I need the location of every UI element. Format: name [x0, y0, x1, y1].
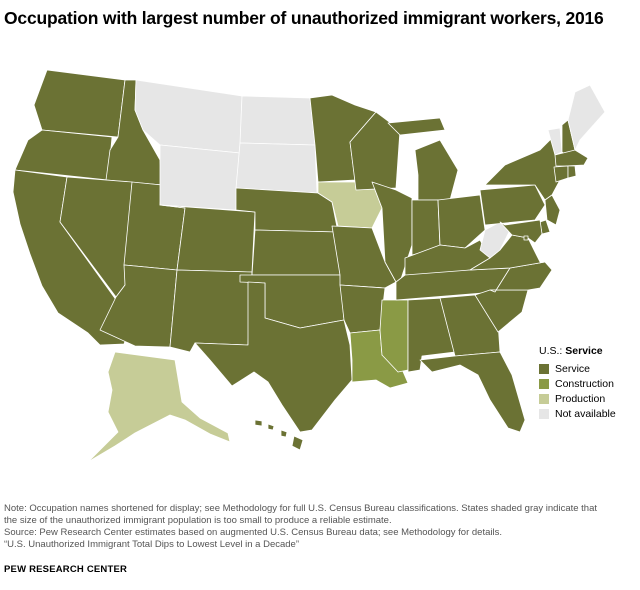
state-nm[interactable]: NM: Service [169, 269, 253, 353]
legend-swatch-not-available [539, 408, 549, 419]
state-md[interactable]: MD: Service [499, 219, 543, 244]
state-hi[interactable]: HI: Service [254, 419, 304, 451]
state-pa[interactable]: PA: Service [479, 184, 546, 226]
legend: U.S.: Service Service Construction Produ… [539, 345, 616, 421]
state-dc[interactable]: DC: Service [523, 235, 529, 241]
state-sc[interactable]: SC: Service [474, 289, 529, 333]
legend-item-service: Service [539, 361, 616, 376]
legend-label-service: Service [555, 362, 591, 375]
pew-credit: PEW RESEARCH CENTER [4, 564, 128, 575]
state-mt[interactable]: MT: Not available [134, 79, 243, 154]
report-title-line: “U.S. Unauthorized Immigrant Total Dips … [4, 539, 299, 550]
legend-prefix: U.S.: [539, 345, 566, 357]
state-ks[interactable]: KS: Service [251, 229, 341, 276]
source-line: Source: Pew Research Center estimates ba… [4, 527, 502, 538]
legend-item-production: Production [539, 391, 616, 406]
us-map: WA: Service OR: Service CA: Service ID: … [12, 69, 606, 463]
legend-item-construction: Construction [539, 376, 616, 391]
states-group: WA: Service OR: Service CA: Service ID: … [12, 69, 606, 463]
legend-heading: U.S.: Service [539, 345, 616, 357]
state-wy[interactable]: WY: Not available [159, 144, 241, 211]
state-ct[interactable]: CT: Service [553, 165, 569, 183]
legend-national-value: Service [565, 345, 603, 357]
note-line-1: Note: Occupation names shortened for dis… [4, 503, 598, 514]
notes: Note: Occupation names shortened for dis… [4, 503, 636, 551]
state-mo[interactable]: MO: Service [331, 225, 397, 289]
state-ri[interactable]: RI: Service [567, 165, 577, 179]
state-ma[interactable]: MA: Service [554, 149, 589, 167]
state-nd[interactable]: ND: Not available [239, 95, 316, 146]
state-mi[interactable]: MI: Service [387, 117, 459, 201]
state-ar[interactable]: AR: Service [339, 284, 386, 334]
legend-label-not-available: Not available [555, 407, 616, 420]
state-tx[interactable]: TX: Service [194, 281, 353, 433]
state-or[interactable]: OR: Service [14, 129, 113, 181]
state-oh[interactable]: OH: Service [437, 194, 486, 249]
state-ak[interactable]: AK: Production [87, 351, 231, 463]
state-sd[interactable]: SD: Not available [235, 142, 318, 194]
legend-swatch-service [539, 363, 549, 374]
chart-title: Occupation with largest number of unauth… [4, 8, 604, 28]
legend-swatch-production [539, 393, 549, 404]
state-nj[interactable]: NJ: Service [544, 194, 561, 226]
state-wa[interactable]: WA: Service [33, 69, 126, 138]
legend-swatch-construction [539, 378, 549, 389]
legend-label-construction: Construction [555, 377, 614, 390]
state-wi[interactable]: WI: Service [349, 111, 401, 191]
state-fl[interactable]: FL: Service [419, 351, 526, 433]
legend-item-not-available: Not available [539, 406, 616, 421]
note-line-2: the size of the unauthorized immigrant p… [4, 515, 392, 526]
legend-label-production: Production [555, 392, 606, 405]
state-me[interactable]: ME: Not available [567, 84, 606, 151]
